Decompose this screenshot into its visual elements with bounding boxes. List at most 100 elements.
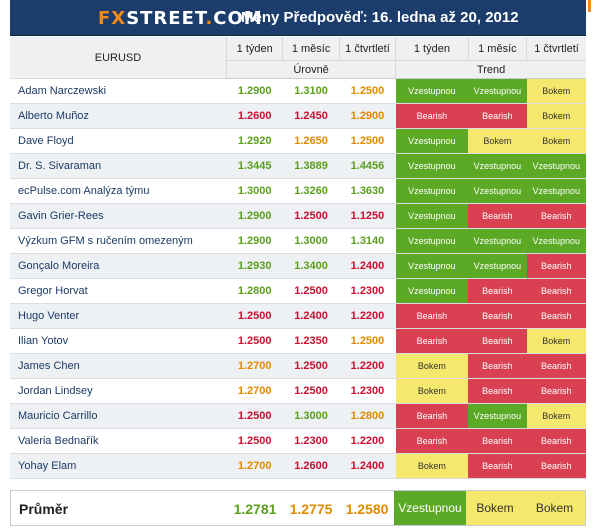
trend-week-badge: Vzestupnou <box>395 203 469 229</box>
level-week-value: 1.2700 <box>226 378 283 404</box>
table-row: Gonçalo Moreira 1.2930 1.3400 1.2400 Vzestup… <box>10 253 586 279</box>
table-row: ecPulse.com Analýza týmu 1.3000 1.3260 1.36… <box>10 178 586 204</box>
forecaster-name[interactable]: Ilian Yotov <box>10 328 227 354</box>
trend-quarter-badge: Bokem <box>526 403 586 429</box>
trend-week-badge: Bearish <box>395 303 469 329</box>
table-row: Dr. S. Sivaraman 1.3445 1.3889 1.4456 Vzestu… <box>10 153 586 179</box>
trend-quarter-badge: Vzestupnou <box>526 228 586 254</box>
levels-group-header: Úrovně <box>226 60 397 79</box>
header-level-month: 1 měsíc <box>282 37 340 61</box>
trend-week-badge: Bearish <box>395 403 469 429</box>
trend-week-badge: Bokem <box>395 378 469 404</box>
forecaster-name[interactable]: Dave Floyd <box>10 128 227 154</box>
forecast-table-container: EURUSD 1 týden 1 měsíc 1 čtvrtletí 1 týd… <box>10 37 586 479</box>
table-row: Gavin Grier-Rees 1.2900 1.2500 1.1250 Vzestu… <box>10 203 586 229</box>
table-row: Dave Floyd 1.2920 1.2650 1.2500 Vzestupnou Bo… <box>10 128 586 154</box>
trend-quarter-badge: Bokem <box>526 328 586 354</box>
forecaster-name[interactable]: Hugo Venter <box>10 303 227 329</box>
level-month-value: 1.2500 <box>282 353 340 379</box>
trend-month-badge: Vzestupnou <box>468 253 527 279</box>
level-month-value: 1.2500 <box>282 278 340 304</box>
forecaster-name[interactable]: Alberto Muñoz <box>10 103 227 129</box>
trend-month-badge: Bokem <box>468 128 527 154</box>
trend-month-badge: Bearish <box>468 328 527 354</box>
level-quarter-value: 1.2800 <box>339 403 396 429</box>
trend-quarter-badge: Bokem <box>526 103 586 129</box>
trend-quarter-badge: Bearish <box>526 203 586 229</box>
level-week-value: 1.2800 <box>226 278 283 304</box>
level-quarter-value: 1.2500 <box>339 78 396 104</box>
table-row: James Chen 1.2700 1.2500 1.2200 Bokem Bearish… <box>10 353 586 379</box>
trend-week-badge: Vzestupnou <box>395 78 469 104</box>
level-week-value: 1.2700 <box>226 353 283 379</box>
trend-quarter-badge: Bearish <box>526 428 586 454</box>
trend-month-badge: Bearish <box>468 428 527 454</box>
average-label: Průměr <box>19 501 69 517</box>
level-month-value: 1.3100 <box>282 78 340 104</box>
forecaster-name[interactable]: Adam Narczewski <box>10 78 227 104</box>
forecaster-name[interactable]: Mauricio Carrillo <box>10 403 227 429</box>
forecaster-name[interactable]: Gavin Grier-Rees <box>10 203 227 229</box>
trend-month-badge: Bearish <box>468 378 527 404</box>
trend-week-badge: Vzestupnou <box>395 178 469 204</box>
level-quarter-value: 1.2400 <box>339 253 396 279</box>
table-row: Hugo Venter 1.2500 1.2400 1.2200 Bearish Bear… <box>10 303 586 329</box>
level-week-value: 1.2500 <box>226 428 283 454</box>
average-trend-week: Vzestupnou <box>394 491 466 525</box>
level-quarter-value: 1.2200 <box>339 303 396 329</box>
level-quarter-value: 1.4456 <box>339 153 396 179</box>
level-month-value: 1.2450 <box>282 103 340 129</box>
trend-month-badge: Vzestupnou <box>468 178 527 204</box>
header-trend-month: 1 měsíc <box>468 37 528 61</box>
currency-pair-header: EURUSD <box>10 37 227 79</box>
average-value-week: 1.2781 <box>233 501 277 517</box>
level-quarter-value: 1.2500 <box>339 328 396 354</box>
trend-month-badge: Bearish <box>468 103 527 129</box>
forecast-rows: Adam Narczewski 1.2900 1.3100 1.2500 Vzestup… <box>10 78 586 479</box>
average-value-quarter: 1.2580 <box>345 501 389 517</box>
trend-quarter-badge: Bokem <box>526 78 586 104</box>
trend-quarter-badge: Bearish <box>526 253 586 279</box>
trend-group-header: Trend <box>395 60 586 79</box>
forecaster-name[interactable]: ecPulse.com Analýza týmu <box>10 178 227 204</box>
level-quarter-value: 1.2900 <box>339 103 396 129</box>
trend-week-badge: Bearish <box>395 328 469 354</box>
level-week-value: 1.2500 <box>226 303 283 329</box>
forecaster-name[interactable]: Gregor Horvat <box>10 278 227 304</box>
trend-week-badge: Vzestupnou <box>395 128 469 154</box>
level-quarter-value: 1.2500 <box>339 128 396 154</box>
fxstreet-logo[interactable]: FXSTREET.COM <box>98 8 263 29</box>
level-week-value: 1.2930 <box>226 253 283 279</box>
forecaster-name[interactable]: Gonçalo Moreira <box>10 253 227 279</box>
trend-month-badge: Vzestupnou <box>468 228 527 254</box>
level-month-value: 1.2500 <box>282 203 340 229</box>
average-value-month: 1.2775 <box>289 501 333 517</box>
trend-quarter-badge: Bearish <box>526 278 586 304</box>
table-row: Mauricio Carrillo 1.2500 1.3000 1.2800 Beari… <box>10 403 586 429</box>
level-week-value: 1.2500 <box>226 328 283 354</box>
level-month-value: 1.2650 <box>282 128 340 154</box>
trend-week-badge: Bearish <box>395 428 469 454</box>
trend-week-badge: Vzestupnou <box>395 153 469 179</box>
forecaster-name[interactable]: James Chen <box>10 353 227 379</box>
trend-month-badge: Bearish <box>468 203 527 229</box>
table-row: Výzkum GFM s ručením omezeným 1.2900 1.300… <box>10 228 586 254</box>
table-row: Valeria Bednařík 1.2500 1.2300 1.2200 Bearis… <box>10 428 586 454</box>
average-trend-quarter: Bokem <box>524 491 585 525</box>
trend-week-badge: Vzestupnou <box>395 278 469 304</box>
accent-stripe <box>588 0 591 12</box>
header-level-quarter: 1 čtvrtletí <box>339 37 397 61</box>
trend-week-badge: Bearish <box>395 103 469 129</box>
trend-week-badge: Bokem <box>395 453 469 479</box>
forecaster-name[interactable]: Dr. S. Sivaraman <box>10 153 227 179</box>
level-month-value: 1.3889 <box>282 153 340 179</box>
forecaster-name[interactable]: Yohay Elam <box>10 453 227 479</box>
level-quarter-value: 1.3140 <box>339 228 396 254</box>
header-trend-quarter: 1 čtvrtletí <box>526 37 586 61</box>
forecaster-name[interactable]: Valeria Bednařík <box>10 428 227 454</box>
trend-month-badge: Bearish <box>468 278 527 304</box>
forecaster-name[interactable]: Jordan Lindsey <box>10 378 227 404</box>
level-month-value: 1.2500 <box>282 378 340 404</box>
trend-week-badge: Vzestupnou <box>395 228 469 254</box>
forecaster-name[interactable]: Výzkum GFM s ručením omezeným <box>10 228 227 254</box>
